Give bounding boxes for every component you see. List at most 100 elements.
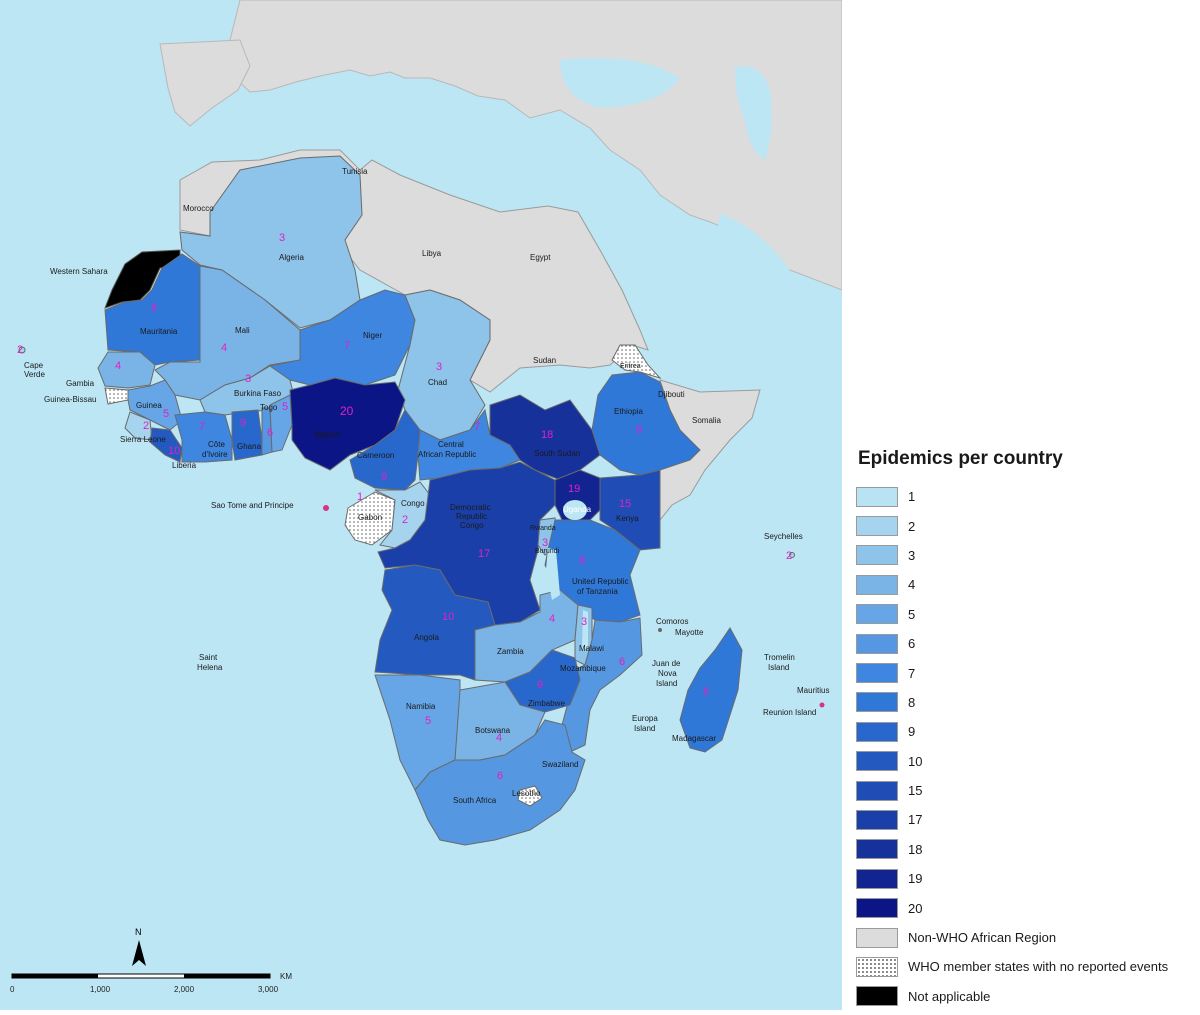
legend-label: 19 xyxy=(908,871,923,887)
legend-label: 2 xyxy=(908,518,916,534)
count-senegal: 4 xyxy=(115,360,121,372)
place-chad: Chad xyxy=(428,378,447,387)
count-drc: 17 xyxy=(478,548,490,560)
legend-swatch xyxy=(856,633,898,654)
count-zimbabwe: 9 xyxy=(537,679,543,691)
legend-item: 6 xyxy=(856,629,1196,658)
place-tromelin-2: Island xyxy=(768,663,789,672)
cote-divoire xyxy=(174,411,233,463)
south-africa xyxy=(414,719,586,846)
lesotho xyxy=(517,785,543,807)
legend-title: Epidemics per country xyxy=(858,448,1063,469)
legend-label: 18 xyxy=(908,841,923,857)
count-sierra-leone: 2 xyxy=(143,420,149,432)
count-botswana: 4 xyxy=(496,732,502,744)
lake-victoria xyxy=(563,500,587,520)
count-kenya: 15 xyxy=(619,498,631,510)
scale-tick-0: 0 xyxy=(10,985,15,994)
count-south-sudan: 18 xyxy=(541,429,553,441)
legend-item: 7 xyxy=(856,658,1196,687)
caspian xyxy=(735,66,772,160)
legend-item: Non-WHO African Region xyxy=(856,923,1196,952)
count-chad: 3 xyxy=(436,361,442,373)
count-ghana: 9 xyxy=(240,417,246,429)
place-reunion: Reunion Island xyxy=(763,708,816,717)
place-saint-2: Helena xyxy=(197,663,223,672)
lake-malawi xyxy=(582,610,588,650)
legend-label: 20 xyxy=(908,900,923,916)
benin xyxy=(269,394,293,453)
seychelles-island xyxy=(789,552,795,558)
place-angola: Angola xyxy=(414,633,439,642)
count-liberia: 10 xyxy=(168,445,180,457)
legend-item: 4 xyxy=(856,570,1196,599)
africa-map: 0 1,000 2,000 3,000 KM N Tunisia Morocco… xyxy=(0,0,843,1010)
place-juan-1: Juan de xyxy=(652,659,681,668)
place-tanzania-2: of Tanzania xyxy=(577,587,618,596)
liberia xyxy=(149,427,183,463)
cape-verde-island xyxy=(18,346,26,354)
count-algeria: 3 xyxy=(279,232,285,244)
legend-rows: 1 2 3 4 5 6 7 8 9 10 15 17 18 19 20 Non-WHO African Reg… xyxy=(856,482,1196,1011)
scale-tick-3: 3,000 xyxy=(258,985,279,994)
legend-label: 9 xyxy=(908,724,916,740)
legend-item: 20 xyxy=(856,893,1196,922)
legend-swatch xyxy=(856,809,898,830)
place-eritrea: Eritrea xyxy=(620,363,641,370)
legend-swatch xyxy=(856,751,898,772)
legend-item: 5 xyxy=(856,600,1196,629)
place-burundi: Burundi xyxy=(535,548,560,555)
place-zambia: Zambia xyxy=(497,647,524,656)
legend-item: 10 xyxy=(856,747,1196,776)
place-tunisia: Tunisia xyxy=(342,167,368,176)
legend-label: Not applicable xyxy=(908,988,991,1004)
map-svg: 0 1,000 2,000 3,000 KM N Tunisia Morocco… xyxy=(0,0,843,1010)
place-guinea: Guinea xyxy=(136,401,162,410)
place-saint-1: Saint xyxy=(199,653,218,662)
legend-item: WHO member states with no reported event… xyxy=(856,952,1196,981)
place-cote-1: Côte xyxy=(208,440,225,449)
guinea xyxy=(127,379,183,431)
legend-swatch xyxy=(856,545,898,566)
count-malawi: 3 xyxy=(581,616,587,628)
place-ethiopia: Ethiopia xyxy=(614,407,643,416)
place-congo: Congo xyxy=(401,499,425,508)
place-sao-tome: Sao Tome and Principe xyxy=(211,501,294,510)
legend-label: 15 xyxy=(908,783,923,799)
place-mauritania: Mauritania xyxy=(140,327,178,336)
place-cape-verde-2: Verde xyxy=(24,370,45,379)
legend-item: 19 xyxy=(856,864,1196,893)
legend-swatch xyxy=(856,663,898,684)
black-sea xyxy=(560,58,680,108)
count-nigeria: 20 xyxy=(340,404,354,418)
legend: Epidemics per country 1 2 3 4 5 6 7 8 9 10 15 17 18 1… xyxy=(856,448,1196,1011)
count-benin: 5 xyxy=(282,401,288,413)
sao-tome-island xyxy=(323,505,329,511)
place-mauritius: Mauritius xyxy=(797,686,829,695)
scale-tick-1: 1,000 xyxy=(90,985,111,994)
place-drc-1: Democratic xyxy=(450,503,490,512)
eritrea xyxy=(611,344,662,380)
count-angola: 10 xyxy=(442,611,454,623)
place-cameroon: Cameroon xyxy=(357,451,394,460)
red-sea-persian xyxy=(718,214,790,270)
legend-swatch xyxy=(856,956,898,977)
gabon xyxy=(344,491,396,546)
place-juan-2: Nova xyxy=(658,669,677,678)
count-guinea: 5 xyxy=(163,408,169,420)
mauritius-island xyxy=(819,702,825,708)
place-namibia: Namibia xyxy=(406,702,436,711)
place-juan-3: Island xyxy=(656,679,677,688)
count-togo: 6 xyxy=(267,427,273,439)
ghana xyxy=(231,409,263,461)
north-label: N xyxy=(135,927,142,937)
place-zimbabwe: Zimbabwe xyxy=(528,699,565,708)
legend-item: 2 xyxy=(856,511,1196,540)
count-niger: 7 xyxy=(344,340,350,352)
legend-label: 5 xyxy=(908,606,916,622)
legend-item: 1 xyxy=(856,482,1196,511)
sierra-leone xyxy=(124,411,153,441)
place-liberia: Liberia xyxy=(172,461,197,470)
legend-swatch xyxy=(856,927,898,948)
place-ghana: Ghana xyxy=(237,442,262,451)
